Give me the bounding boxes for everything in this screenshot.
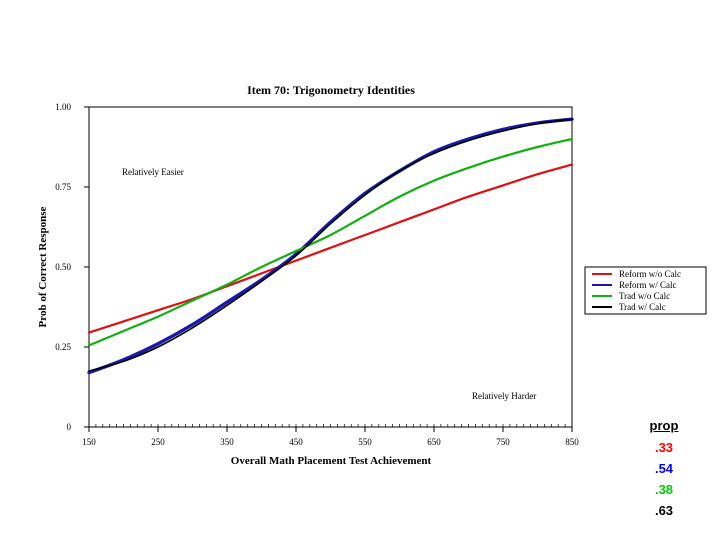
- legend-label: Reform w/o Calc: [619, 269, 681, 279]
- series-lines: [87, 117, 574, 375]
- x-axis-title: Overall Math Placement Test Achievement: [231, 455, 432, 467]
- plot-area: [88, 106, 573, 428]
- prop-panel: prop .33 .54 .38 .63: [630, 418, 698, 521]
- x-axis-minor-ticks: [88, 424, 573, 427]
- x-tick-label: 450: [289, 437, 303, 447]
- y-tick-label: 0.75: [55, 182, 71, 192]
- x-tick-label: 750: [496, 437, 510, 447]
- x-tick-label: 550: [358, 437, 372, 447]
- y-axis-title: Prob of Correct Response: [37, 206, 49, 327]
- x-tick-label: 350: [220, 437, 234, 447]
- x-tick-label: 650: [427, 437, 441, 447]
- x-axis-ticks: 150 250 350 450 550 650 750 850: [82, 427, 579, 447]
- series-line-trad-w-calc: [88, 118, 573, 372]
- y-tick-label: 0.50: [55, 262, 71, 272]
- y-axis-ticks: 0 0.25 0.50 0.75 1.00: [55, 102, 89, 432]
- legend-label: Trad w/ Calc: [619, 302, 666, 312]
- y-tick-label: 1.00: [55, 102, 71, 112]
- y-tick-label: 0.25: [55, 342, 71, 352]
- x-tick-label: 850: [565, 437, 579, 447]
- x-tick-label: 250: [151, 437, 165, 447]
- prop-value-trad-w-calc: .63: [654, 503, 674, 518]
- prop-value-trad-wo-calc: .38: [654, 482, 674, 497]
- series-line-reform-w-calc: [87, 117, 574, 375]
- prop-title: prop: [649, 418, 679, 433]
- annotation-easier: Relatively Easier: [122, 167, 184, 177]
- series-line-trad-wo-calc: [87, 137, 574, 347]
- annotation-harder: Relatively Harder: [472, 391, 536, 401]
- x-tick-label: 150: [82, 437, 96, 447]
- prop-value-reform-wo-calc: .33: [654, 440, 674, 455]
- y-tick-label: 0: [67, 422, 72, 432]
- series-line-reform-wo-calc: [87, 163, 574, 334]
- prop-value-reform-w-calc: .54: [654, 461, 674, 476]
- legend-label: Reform w/ Calc: [619, 280, 677, 290]
- legend-label: Trad w/o Calc: [619, 291, 670, 301]
- chart-title: Item 70: Trigonometry Identities: [247, 83, 415, 97]
